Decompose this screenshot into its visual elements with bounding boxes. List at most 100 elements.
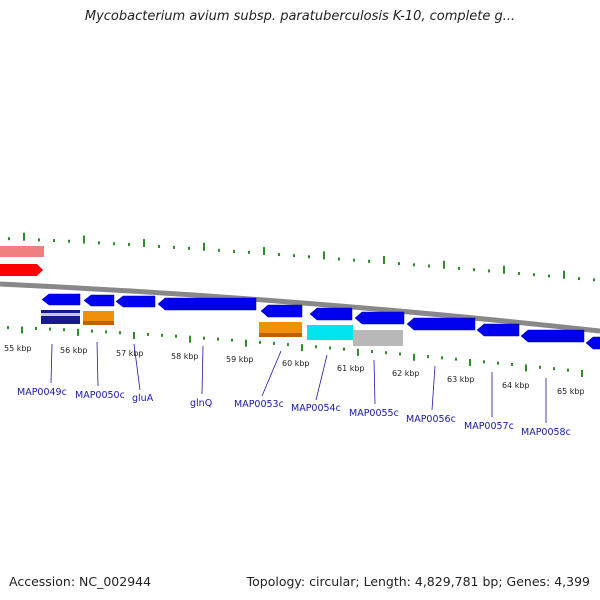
leader-line bbox=[50, 343, 53, 384]
inner-tick bbox=[175, 334, 177, 338]
outer-tick bbox=[38, 238, 40, 242]
genome-backbone bbox=[0, 281, 600, 334]
gene-label-map0054c[interactable]: MAP0054c bbox=[291, 403, 341, 414]
outer-tick-ring bbox=[8, 232, 595, 282]
outer-tick bbox=[113, 242, 115, 246]
outer-tick bbox=[263, 246, 265, 255]
inner-tick bbox=[7, 326, 9, 330]
gene-label-map0058c[interactable]: MAP0058c bbox=[521, 427, 571, 438]
gene-label-map0056c[interactable]: MAP0056c bbox=[406, 414, 456, 425]
gene-label-map0050c[interactable]: MAP0050c bbox=[75, 390, 125, 401]
map-title: Mycobacterium avium subsp. paratuberculo… bbox=[84, 9, 516, 24]
feature-block-gray[interactable] bbox=[353, 330, 403, 346]
reverse-gene-arrow[interactable] bbox=[260, 304, 303, 318]
reverse-gene-arrow[interactable] bbox=[585, 336, 600, 350]
reverse-gene-arrow[interactable] bbox=[83, 294, 115, 307]
outer-tick bbox=[98, 241, 100, 245]
forward-gene-arrow[interactable] bbox=[0, 264, 43, 276]
outer-tick bbox=[578, 277, 580, 281]
outer-tick bbox=[383, 255, 385, 264]
reverse-gene-arrow[interactable] bbox=[115, 295, 156, 308]
gene-label-map0055c[interactable]: MAP0055c bbox=[349, 408, 399, 419]
inner-tick bbox=[91, 329, 93, 333]
feature-block-navy[interactable] bbox=[41, 310, 80, 324]
outer-tick bbox=[458, 266, 460, 270]
gene-label-map0057c[interactable]: MAP0057c bbox=[464, 421, 514, 432]
outer-tick bbox=[428, 264, 430, 268]
feature-block-navy-band bbox=[41, 313, 80, 316]
gene-label-map0049c[interactable]: MAP0049c bbox=[17, 387, 67, 398]
inner-tick bbox=[231, 338, 233, 342]
inner-tick bbox=[567, 368, 569, 372]
forward-gene-light[interactable] bbox=[0, 246, 44, 257]
inner-tick bbox=[539, 365, 541, 369]
gene-label-leaders bbox=[50, 341, 547, 423]
kbp-label-63: 63 kbp bbox=[447, 375, 475, 384]
inner-tick bbox=[119, 331, 121, 335]
outer-tick bbox=[158, 244, 160, 248]
inner-tick bbox=[553, 367, 555, 371]
outer-tick bbox=[518, 271, 520, 275]
inner-tick bbox=[427, 355, 429, 359]
outer-tick bbox=[233, 249, 235, 253]
outer-tick bbox=[533, 273, 535, 277]
gene-label-glnq[interactable]: glnQ bbox=[190, 398, 212, 409]
inner-tick bbox=[287, 342, 289, 346]
inner-tick bbox=[413, 353, 415, 361]
inner-tick bbox=[455, 357, 457, 361]
inner-tick bbox=[63, 328, 65, 332]
outer-tick bbox=[203, 242, 205, 251]
inner-tick bbox=[133, 332, 135, 340]
reverse-gene-arrow[interactable] bbox=[354, 311, 405, 325]
outer-tick bbox=[338, 257, 340, 261]
reverse-gene-arrow[interactable] bbox=[476, 323, 520, 337]
inner-tick bbox=[581, 370, 583, 378]
outer-tick bbox=[173, 245, 175, 249]
inner-tick bbox=[273, 341, 275, 345]
gene-label-glua[interactable]: gluA bbox=[132, 393, 154, 404]
inner-tick bbox=[189, 335, 191, 343]
reverse-gene-arrow[interactable] bbox=[520, 329, 585, 343]
outer-tick bbox=[23, 232, 25, 241]
inner-tick-ring bbox=[7, 326, 583, 378]
outer-tick bbox=[218, 248, 220, 252]
outer-tick bbox=[248, 250, 250, 254]
kbp-label-56: 56 kbp bbox=[60, 346, 88, 355]
outer-tick bbox=[413, 263, 415, 267]
outer-tick bbox=[323, 251, 325, 260]
inner-tick bbox=[35, 326, 37, 330]
inner-tick bbox=[161, 333, 163, 337]
inner-tick bbox=[329, 346, 331, 350]
outer-tick bbox=[488, 269, 490, 273]
outer-tick bbox=[563, 270, 565, 279]
inner-tick bbox=[217, 337, 219, 341]
gene-label-map0053c[interactable]: MAP0053c bbox=[234, 399, 284, 410]
outer-tick bbox=[143, 238, 145, 247]
inner-tick bbox=[77, 328, 79, 336]
reverse-gene-arrow[interactable] bbox=[157, 297, 257, 311]
reverse-gene-arrow[interactable] bbox=[41, 293, 81, 306]
outer-tick bbox=[368, 259, 370, 263]
gene-label-group: MAP0049c MAP0050c gluA glnQ MAP0053c MAP… bbox=[17, 387, 571, 438]
inner-tick bbox=[483, 360, 485, 364]
kbp-label-61: 61 kbp bbox=[337, 364, 365, 373]
inner-tick bbox=[21, 326, 23, 334]
inner-tick bbox=[147, 332, 149, 336]
inner-tick bbox=[441, 356, 443, 360]
reverse-gene-arrow[interactable] bbox=[309, 307, 353, 321]
accession-text: Accession: NC_002944 bbox=[9, 574, 152, 589]
outer-tick bbox=[443, 260, 445, 269]
outer-tick bbox=[353, 258, 355, 262]
inner-tick bbox=[343, 347, 345, 351]
outer-tick bbox=[308, 255, 310, 259]
leader-line bbox=[373, 359, 376, 405]
inner-tick bbox=[497, 361, 499, 365]
inner-tick bbox=[371, 350, 373, 354]
kbp-label-55: 55 kbp bbox=[4, 344, 32, 353]
reverse-gene-arrow[interactable] bbox=[406, 317, 476, 331]
feature-block-cyan[interactable] bbox=[307, 325, 353, 340]
kbp-label-60: 60 kbp bbox=[282, 359, 310, 368]
inner-tick bbox=[49, 327, 51, 331]
leader-line bbox=[96, 341, 99, 387]
genome-summary-text: Topology: circular; Length: 4,829,781 bp… bbox=[246, 574, 590, 589]
